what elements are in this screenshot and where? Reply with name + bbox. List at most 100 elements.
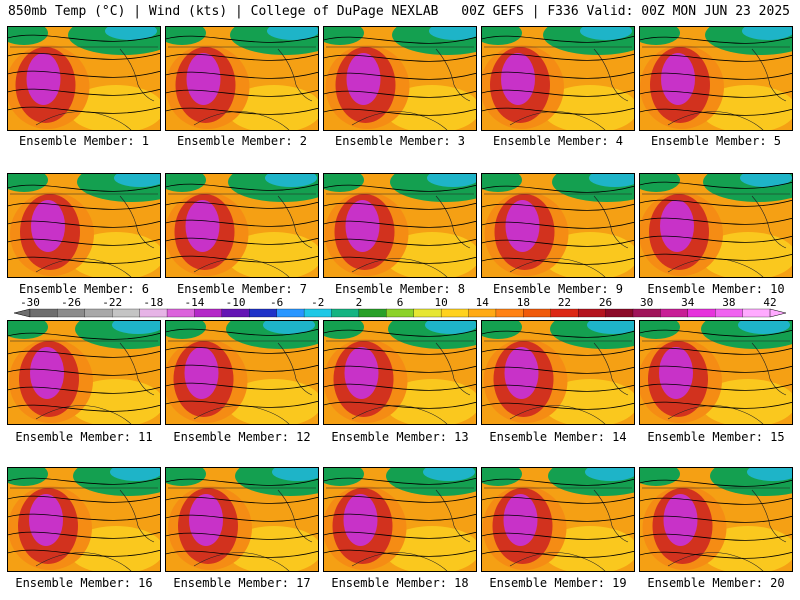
colorbar-tick-label: 2 xyxy=(356,296,363,309)
temperature-map xyxy=(166,321,318,424)
ensemble-member-label: Ensemble Member: 16 xyxy=(15,576,153,590)
temperature-map xyxy=(324,174,476,277)
colorbar-swatch xyxy=(331,308,360,318)
colorbar-tick-label: -22 xyxy=(102,296,122,309)
ensemble-member-label: Ensemble Member: 11 xyxy=(15,430,153,444)
ensemble-member-label: Ensemble Member: 15 xyxy=(647,430,785,444)
ensemble-member-label: Ensemble Member: 14 xyxy=(489,430,627,444)
ensemble-member-label: Ensemble Member: 4 xyxy=(492,134,624,148)
colorbar-swatch xyxy=(715,308,744,318)
map-title: 850mb Temp (°C) | Wind (kts) | College o… xyxy=(8,4,439,19)
ensemble-panel-20[interactable] xyxy=(639,467,793,572)
colorbar-swatch xyxy=(112,308,141,318)
colorbar-swatch xyxy=(742,308,771,318)
ensemble-member-label: Ensemble Member: 8 xyxy=(334,282,466,296)
colorbar-tick-label: -18 xyxy=(143,296,163,309)
ensemble-panel-1[interactable] xyxy=(7,26,161,131)
temperature-map xyxy=(8,27,160,130)
ensemble-member-label: Ensemble Member: 12 xyxy=(173,430,311,444)
colorbar-swatch xyxy=(57,308,86,318)
colorbar-swatch xyxy=(29,308,58,318)
ensemble-panel-5[interactable] xyxy=(639,26,793,131)
colorbar-swatch xyxy=(194,308,223,318)
temperature-map xyxy=(640,174,792,277)
temperature-map xyxy=(640,321,792,424)
colorbar-tick-label: 26 xyxy=(599,296,612,309)
ensemble-panel-4[interactable] xyxy=(481,26,635,131)
temperature-map xyxy=(482,27,634,130)
colorbar-swatch xyxy=(358,308,387,318)
colorbar-swatch xyxy=(139,308,168,318)
ensemble-member-label: Ensemble Member: 10 xyxy=(647,282,785,296)
colorbar-swatch xyxy=(413,308,442,318)
ensemble-member-label: Ensemble Member: 6 xyxy=(18,282,150,296)
colorbar-tick-label: 6 xyxy=(397,296,404,309)
ensemble-member-label: Ensemble Member: 5 xyxy=(650,134,782,148)
temperature-map xyxy=(324,27,476,130)
temperature-map xyxy=(166,174,318,277)
temperature-map xyxy=(324,468,476,571)
ensemble-panel-19[interactable] xyxy=(481,467,635,572)
ensemble-member-label: Ensemble Member: 18 xyxy=(331,576,469,590)
ensemble-panel-7[interactable] xyxy=(165,173,319,278)
temperature-map xyxy=(166,27,318,130)
ensemble-member-label: Ensemble Member: 3 xyxy=(334,134,466,148)
temperature-colorbar: -30 -26 -22 -18 -14 -10 -6 -2 2 6 10 14 18 22 26 30 34 38… xyxy=(13,296,787,318)
colorbar-tick-label: -6 xyxy=(270,296,283,309)
colorbar-tick-label: 38 xyxy=(722,296,735,309)
colorbar-tick-label: 14 xyxy=(476,296,490,309)
temperature-map xyxy=(482,321,634,424)
colorbar-swatch xyxy=(605,308,634,318)
temperature-map xyxy=(8,468,160,571)
ensemble-panel-3[interactable] xyxy=(323,26,477,131)
ensemble-panel-14[interactable] xyxy=(481,320,635,425)
ensemble-panel-12[interactable] xyxy=(165,320,319,425)
ensemble-member-label: Ensemble Member: 7 xyxy=(176,282,308,296)
ensemble-panel-6[interactable] xyxy=(7,173,161,278)
temperature-map xyxy=(8,321,160,424)
model-run-info: 00Z GEFS | F336 Valid: 00Z MON JUN 23 20… xyxy=(461,4,790,19)
temperature-map xyxy=(166,468,318,571)
ensemble-panel-2[interactable] xyxy=(165,26,319,131)
colorbar-tick-label: -2 xyxy=(311,296,324,309)
ensemble-panel-18[interactable] xyxy=(323,467,477,572)
colorbar-tick-label: 22 xyxy=(558,296,571,309)
colorbar-swatch xyxy=(303,308,332,318)
ensemble-panel-11[interactable] xyxy=(7,320,161,425)
colorbar-tick-label: -14 xyxy=(185,296,205,309)
temperature-map xyxy=(640,468,792,571)
ensemble-panel-8[interactable] xyxy=(323,173,477,278)
ensemble-member-label: Ensemble Member: 19 xyxy=(489,576,627,590)
ensemble-panel-17[interactable] xyxy=(165,467,319,572)
colorbar-tick-label: 42 xyxy=(763,296,776,309)
temperature-map xyxy=(8,174,160,277)
colorbar-tick-label: 10 xyxy=(434,296,447,309)
colorbar-tick-label: -30 xyxy=(20,296,40,309)
colorbar-swatch xyxy=(221,308,250,318)
colorbar-tick-label: 30 xyxy=(640,296,653,309)
temperature-map xyxy=(640,27,792,130)
colorbar-swatch xyxy=(660,308,689,318)
colorbar-swatch xyxy=(386,308,415,318)
colorbar-swatch xyxy=(84,308,113,318)
ensemble-panel-15[interactable] xyxy=(639,320,793,425)
temperature-map xyxy=(324,321,476,424)
ensemble-panel-9[interactable] xyxy=(481,173,635,278)
colorbar-swatch xyxy=(440,308,469,318)
colorbar-swatch xyxy=(577,308,607,318)
ensemble-member-label: Ensemble Member: 17 xyxy=(173,576,311,590)
ensemble-member-label: Ensemble Member: 2 xyxy=(176,134,308,148)
colorbar-swatch xyxy=(550,308,579,318)
ensemble-member-label: Ensemble Member: 20 xyxy=(647,576,785,590)
colorbar-swatch xyxy=(249,308,278,318)
colorbar-tick-label: -10 xyxy=(226,296,246,309)
colorbar-swatch xyxy=(523,308,552,318)
ensemble-panel-13[interactable] xyxy=(323,320,477,425)
colorbar-swatch xyxy=(468,308,497,318)
colorbar-swatch xyxy=(687,308,716,318)
ensemble-member-label: Ensemble Member: 1 xyxy=(18,134,150,148)
ensemble-panel-10[interactable] xyxy=(639,173,793,278)
ensemble-panel-16[interactable] xyxy=(7,467,161,572)
ensemble-member-label: Ensemble Member: 13 xyxy=(331,430,469,444)
temperature-map xyxy=(482,174,634,277)
